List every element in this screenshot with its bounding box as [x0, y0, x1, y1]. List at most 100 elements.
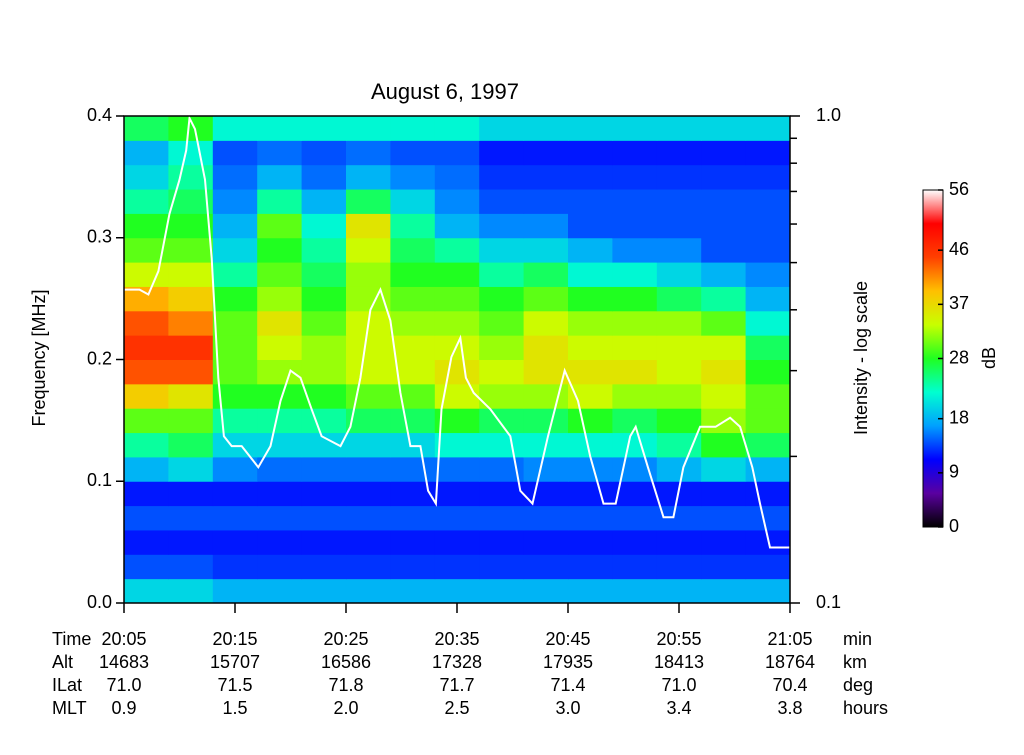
spectrogram-cell	[212, 432, 258, 458]
spectrogram-cell	[745, 359, 791, 385]
spectrogram-cell	[257, 505, 303, 531]
spectrogram-cell	[701, 505, 747, 531]
spectrogram-cell	[301, 116, 347, 141]
ephemeris-value: 15707	[210, 652, 260, 672]
spectrogram-cell	[390, 262, 436, 287]
spectrogram-cell	[745, 286, 791, 312]
spectrogram-cell	[612, 310, 658, 336]
spectrogram-cell	[612, 432, 658, 458]
spectrogram-cell	[346, 213, 391, 239]
spectrogram-cell	[257, 140, 303, 166]
spectrogram-cell	[479, 140, 525, 166]
spectrogram-cell	[612, 164, 658, 190]
spectrogram-cell	[390, 116, 436, 141]
spectrogram-cell	[212, 554, 258, 580]
spectrogram-cell	[612, 189, 658, 214]
spectrogram-cell	[124, 432, 169, 458]
spectrogram-cell	[656, 408, 702, 434]
spectrogram-cell	[612, 456, 658, 482]
spectrogram-cell	[124, 262, 169, 287]
spectrogram-cell	[390, 189, 436, 214]
spectrogram-cell	[301, 310, 347, 336]
colorbar-tick-label: 56	[949, 179, 969, 199]
spectrogram-cell	[434, 359, 480, 385]
spectrogram-cell	[745, 310, 791, 336]
spectrogram-cell	[523, 189, 569, 214]
spectrogram-cell	[212, 359, 258, 385]
spectrogram-cell	[701, 359, 747, 385]
spectrogram-cell	[745, 164, 791, 190]
spectrogram-cell	[346, 189, 391, 214]
spectrogram-cell	[124, 310, 169, 336]
spectrogram-cell	[124, 505, 169, 531]
spectrogram-cell	[479, 408, 525, 434]
spectrogram-cell	[212, 456, 258, 482]
spectrogram-cell	[612, 529, 658, 555]
spectrogram-cell	[257, 359, 303, 385]
spectrogram-cell	[212, 578, 258, 604]
spectrogram-cell	[346, 116, 391, 141]
spectrogram-cell	[346, 335, 391, 360]
spectrogram-cell	[612, 140, 658, 166]
spectrogram-cell	[612, 359, 658, 385]
spectrogram-cell	[523, 383, 569, 409]
spectrogram-cell	[257, 310, 303, 336]
spectrogram-cell	[656, 554, 702, 580]
ephemeris-value: 71.8	[328, 675, 363, 695]
spectrogram-cell	[612, 554, 658, 580]
spectrogram-cell	[745, 116, 791, 141]
spectrogram-cell	[523, 578, 569, 604]
spectrogram-cell	[479, 310, 525, 336]
spectrogram-cell	[257, 408, 303, 434]
spectrogram-cell	[124, 164, 169, 190]
spectrogram-cell	[301, 189, 347, 214]
spectrogram-cell	[434, 481, 480, 507]
ephemeris-value: 3.8	[777, 698, 802, 718]
spectrogram-cell	[701, 286, 747, 312]
spectrogram-cell	[745, 432, 791, 458]
x-tick-label: 20:05	[101, 629, 146, 649]
spectrogram-cell	[346, 140, 391, 166]
colorbar-tick-label: 9	[949, 462, 959, 482]
spectrogram-cell	[656, 213, 702, 239]
spectrogram-cell	[301, 262, 347, 287]
spectrogram-cell	[568, 286, 613, 312]
spectrogram-cell	[390, 481, 436, 507]
spectrogram-cell	[434, 262, 480, 287]
spectrogram-cell	[523, 140, 569, 166]
spectrogram-cell	[257, 529, 303, 555]
spectrogram-cell	[568, 262, 613, 287]
spectrogram-cell	[656, 164, 702, 190]
spectrogram-cell	[745, 481, 791, 507]
spectrogram-cell	[656, 359, 702, 385]
spectrogram-cell	[124, 335, 169, 360]
colorbar-label: dB	[979, 347, 999, 369]
spectrogram-cell	[212, 481, 258, 507]
ephemeris-value: 2.5	[444, 698, 469, 718]
spectrogram-cell	[390, 213, 436, 239]
spectrogram-cell	[168, 408, 214, 434]
y-tick-label: 0.0	[87, 592, 112, 612]
spectrogram-cell	[612, 286, 658, 312]
spectrogram-cell	[568, 505, 613, 531]
spectrogram-cell	[612, 505, 658, 531]
spectrogram-cell	[212, 213, 258, 239]
spectrogram-cell	[212, 116, 258, 141]
x-tick-label: 20:15	[212, 629, 257, 649]
spectrogram-cell	[745, 505, 791, 531]
colorbar-tick-label: 46	[949, 239, 969, 259]
spectrogram-cell	[301, 505, 347, 531]
spectrogram-cell	[701, 164, 747, 190]
spectrogram-cell	[701, 310, 747, 336]
ephemeris-value: 18413	[654, 652, 704, 672]
spectrogram-cell	[745, 578, 791, 604]
ephemeris-value: 0.9	[111, 698, 136, 718]
spectrogram-cell	[257, 432, 303, 458]
spectrogram-cell	[434, 286, 480, 312]
spectrogram-cell	[745, 213, 791, 239]
spectrogram-cell	[257, 237, 303, 263]
spectrogram-cell	[212, 310, 258, 336]
spectrogram-cell	[568, 237, 613, 263]
y-tick-label: 0.2	[87, 348, 112, 368]
spectrogram-cell	[212, 286, 258, 312]
